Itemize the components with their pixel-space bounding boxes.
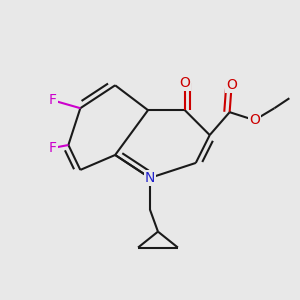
- Text: O: O: [249, 113, 260, 127]
- Text: F: F: [49, 93, 56, 107]
- Text: N: N: [145, 171, 155, 185]
- Text: O: O: [179, 76, 190, 90]
- Text: F: F: [49, 141, 56, 155]
- Text: O: O: [226, 78, 237, 92]
